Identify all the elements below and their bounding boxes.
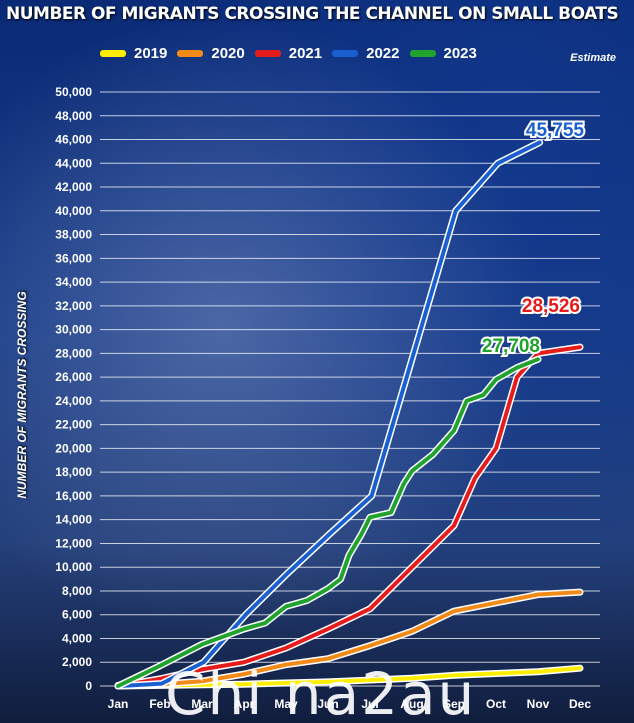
y-tick-label: 32,000 (55, 299, 92, 313)
y-tick-label: 10,000 (55, 560, 92, 574)
x-tick-label: Jul (361, 697, 378, 711)
y-tick-label: 4,000 (62, 631, 92, 645)
legend-item-2020: 2020 (177, 45, 245, 62)
x-tick-label: Apr (234, 697, 255, 711)
x-tick-label: Feb (149, 697, 170, 711)
y-tick-label: 12,000 (55, 536, 92, 550)
legend-swatch (254, 50, 281, 57)
y-tick-label: 30,000 (55, 323, 92, 337)
legend-label: 2019 (134, 45, 168, 62)
estimate-label: Estimate (570, 52, 616, 64)
legend-label: 2022 (366, 45, 400, 62)
x-tick-label: Nov (527, 697, 550, 711)
x-tick-label: Sep (443, 697, 465, 711)
y-tick-label: 28,000 (55, 346, 92, 360)
chart-title: NUMBER OF MIGRANTS CROSSING THE CHANNEL … (6, 4, 619, 24)
x-tick-label: Aug (400, 697, 423, 711)
series-line-2022 (117, 140, 542, 688)
x-tick-label: Jan (108, 697, 129, 711)
legend-swatch (409, 50, 436, 57)
y-tick-label: 6,000 (62, 608, 92, 622)
y-tick-label: 26,000 (55, 370, 92, 384)
y-tick-label: 18,000 (55, 465, 92, 479)
end-label-2022: 45,755 (526, 120, 585, 141)
y-tick-label: 42,000 (55, 180, 92, 194)
series-line-2023 (116, 357, 540, 688)
legend-swatch (177, 50, 204, 57)
x-tick-label: Dec (569, 697, 591, 711)
x-tick-label: Jun (317, 697, 338, 711)
y-tick-label: 24,000 (55, 394, 92, 408)
x-tick-label: Oct (486, 697, 506, 711)
legend-item-2019: 2019 (100, 45, 167, 62)
y-tick-label: 2,000 (62, 655, 92, 669)
y-tick-label: 22,000 (55, 418, 92, 432)
legend-item-2023: 2023 (409, 45, 477, 62)
legend-label: 2023 (443, 45, 477, 62)
y-tick-label: 0 (85, 679, 92, 693)
legend-swatch (332, 50, 359, 57)
x-tick-label: Mar (191, 697, 213, 711)
y-tick-label: 20,000 (55, 441, 92, 455)
series-line-2020 (116, 590, 582, 688)
y-tick-label: 44,000 (55, 156, 92, 170)
legend: 2019 2020 2021 2022 2023 (100, 45, 477, 62)
watermark-text: Chi na2au (165, 660, 477, 723)
y-tick-label: 40,000 (55, 204, 92, 218)
series-line-2021 (116, 345, 582, 688)
series-outline-2023 (114, 355, 542, 690)
y-tick-label: 34,000 (55, 275, 92, 289)
y-tick-label: 8,000 (62, 584, 92, 598)
y-tick-label: 14,000 (55, 513, 92, 527)
legend-label: 2020 (211, 45, 245, 62)
y-tick-label: 38,000 (55, 228, 92, 242)
y-tick-label: 50,000 (55, 85, 92, 99)
y-tick-label: 16,000 (55, 489, 92, 503)
legend-item-2021: 2021 (254, 45, 323, 62)
legend-label: 2021 (288, 45, 323, 62)
y-tick-label: 48,000 (55, 109, 92, 123)
y-tick-label: 46,000 (55, 133, 92, 147)
end-label-2023: 27,708 (482, 336, 540, 357)
legend-swatch (100, 50, 126, 57)
x-tick-label: May (274, 697, 298, 711)
y-tick-label: 36,000 (55, 251, 92, 265)
legend-item-2022: 2022 (332, 45, 400, 62)
end-label-2021: 28,526 (522, 296, 580, 317)
